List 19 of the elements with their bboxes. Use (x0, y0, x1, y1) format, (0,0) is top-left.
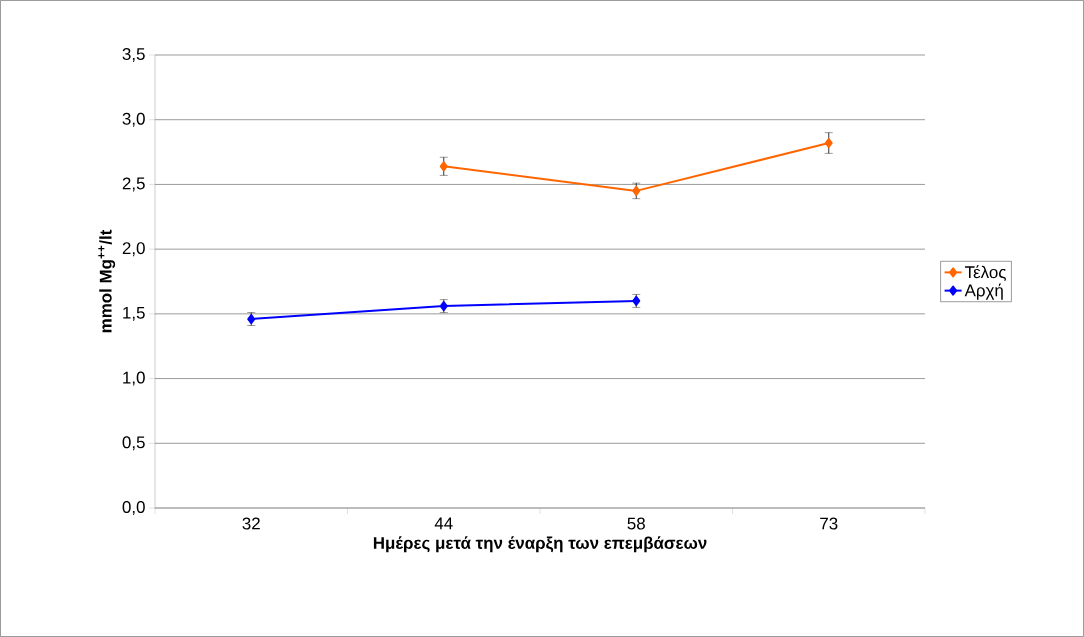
y-tick-label: 0,5 (122, 436, 145, 451)
point (632, 185, 641, 196)
point (439, 161, 448, 172)
y-tick-label: 3,5 (122, 48, 145, 62)
x-tick-label: 73 (820, 517, 838, 530)
y-axis-title: mmol Mg$^{++}$/lt (98, 229, 116, 333)
x-tick-label: 44 (434, 517, 453, 530)
point (824, 138, 833, 149)
y-tick-label: 1,5 (123, 306, 145, 321)
x-tick-label: 58 (627, 517, 645, 530)
y-tick-label: 0,0 (122, 501, 145, 515)
legend-label: Αρχή (964, 283, 1003, 300)
y-tick-label: 3,0 (122, 112, 145, 127)
x-tick-label: 32 (242, 517, 260, 530)
y-tick-label: 2,5 (122, 177, 145, 192)
x-axis-title: Ημέρες μετά την έναρξη των επεμβάσεων (373, 536, 707, 553)
legend-label: Τέλος (964, 265, 1006, 281)
y-tick-label: 2,0 (122, 242, 145, 257)
y-tick-label: 1,0 (123, 371, 145, 386)
